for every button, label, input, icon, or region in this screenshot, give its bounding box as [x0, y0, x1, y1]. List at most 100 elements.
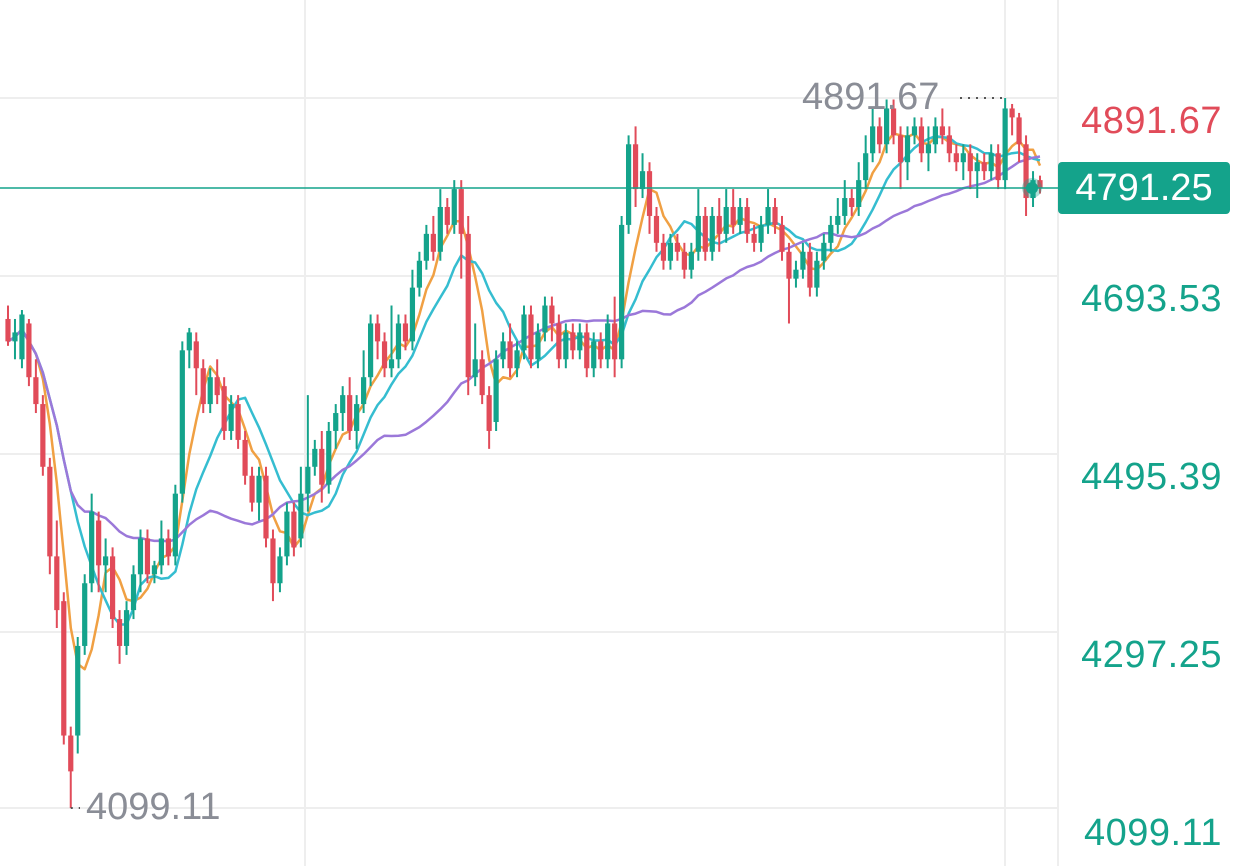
candle-body: [870, 126, 876, 154]
candle-body: [800, 251, 806, 270]
candle-body: [904, 135, 911, 163]
y-tick-label: 4099.11: [1083, 812, 1222, 854]
candle-body: [207, 377, 213, 405]
candle-body: [82, 583, 88, 646]
candle-body: [772, 206, 778, 225]
candle-body: [681, 251, 687, 270]
candle-body: [925, 144, 932, 154]
ma-fast-line: [7, 132, 1042, 671]
candle-body: [47, 466, 53, 557]
candle-body: [549, 305, 555, 324]
candle-body: [395, 323, 402, 360]
candle-body: [660, 242, 667, 261]
candle-body: [103, 556, 109, 566]
candle-body: [842, 198, 848, 216]
period-low-label: 4099.11: [86, 786, 221, 828]
candle-body: [570, 332, 576, 351]
candle-body: [193, 341, 199, 369]
candle-body: [591, 341, 597, 369]
candle-body: [437, 206, 443, 252]
candle-body: [186, 332, 192, 351]
y-tick-label: 4297.25: [1081, 634, 1222, 676]
candle-body: [284, 511, 290, 557]
candle-body: [333, 413, 339, 431]
candle-body: [137, 538, 144, 575]
candle-body: [277, 556, 283, 584]
candle-body: [535, 332, 541, 360]
candle-body: [130, 574, 137, 611]
candle-body: [828, 224, 834, 243]
candle-body: [54, 556, 60, 611]
candle-body: [486, 395, 492, 431]
candle-body: [514, 350, 520, 369]
candle-body: [612, 323, 618, 360]
candle-body: [33, 377, 39, 405]
candle-body: [821, 242, 827, 261]
y-tick-label: 4495.39: [1081, 456, 1222, 498]
candle-body: [200, 368, 206, 405]
candle-body: [305, 466, 311, 494]
current-price-dot: [1026, 181, 1038, 194]
candle-body: [123, 610, 130, 646]
candle-body: [911, 126, 918, 136]
candle-body: [793, 269, 799, 279]
candle-body: [312, 448, 318, 467]
candle-body: [598, 341, 604, 360]
moving-average-lines: [7, 132, 1042, 671]
candle-body: [563, 332, 569, 360]
candle-body: [374, 323, 381, 342]
candle-body: [688, 251, 694, 270]
candle-body: [646, 171, 653, 216]
candle-body: [639, 171, 646, 190]
candle-body: [68, 735, 74, 772]
candle-body: [988, 153, 994, 172]
candle-body: [109, 556, 116, 620]
candle-body: [939, 126, 945, 136]
candle-body: [758, 224, 764, 243]
candle-body: [960, 153, 966, 163]
candle-body: [674, 242, 681, 252]
candle-body: [479, 359, 485, 396]
candle-body: [897, 135, 904, 163]
candle-body: [849, 198, 855, 207]
candle-body: [214, 377, 220, 396]
candle-body: [423, 233, 429, 261]
candle-body: [744, 206, 750, 234]
candle-body: [737, 206, 743, 225]
candle-body: [556, 323, 562, 360]
candle-body: [75, 645, 81, 736]
candle-body: [584, 332, 590, 369]
candle-body: [270, 538, 276, 584]
candle-body: [19, 314, 25, 360]
candle-body: [835, 215, 841, 225]
chart-grid: [0, 0, 1059, 866]
candle-body: [716, 215, 722, 234]
candle-body: [89, 511, 95, 584]
candle-body: [1002, 108, 1008, 181]
candle-body: [883, 108, 890, 145]
candle-body: [974, 162, 980, 172]
candle-body: [381, 341, 388, 369]
candle-body: [1037, 180, 1043, 188]
candle-body: [144, 538, 151, 575]
y-tick-label: 4693.53: [1081, 278, 1222, 320]
candle-body: [12, 332, 18, 342]
candle-body: [298, 493, 304, 539]
candle-body: [326, 430, 332, 485]
candle-body: [653, 215, 660, 243]
candle-body: [786, 251, 792, 279]
candle-body: [807, 251, 813, 288]
period-high-label: 4891.67: [802, 76, 940, 118]
candle-body: [249, 475, 255, 503]
candle-body: [402, 323, 409, 342]
candle-body: [451, 189, 457, 225]
candle-body: [472, 359, 478, 378]
candle-body: [779, 224, 785, 252]
candle-body: [235, 404, 241, 440]
candle-body: [1009, 108, 1015, 118]
candle-body: [158, 538, 165, 566]
candle-body: [242, 439, 248, 476]
candle-body: [863, 153, 869, 181]
candle-body: [542, 305, 548, 333]
